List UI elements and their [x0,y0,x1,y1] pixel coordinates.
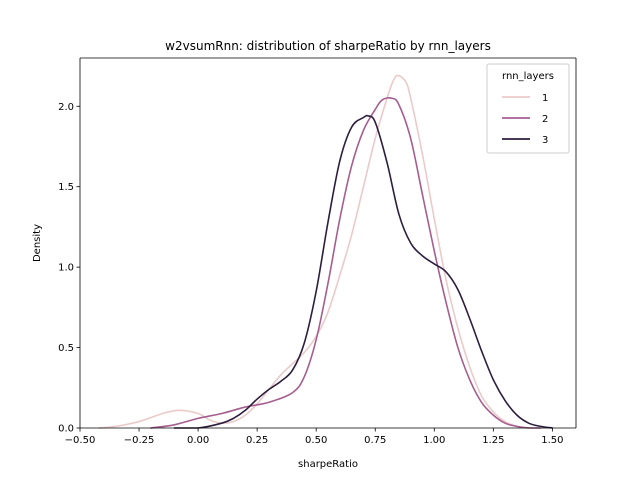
x-tick-label: 1.25 [482,435,504,446]
legend-entries: 1 2 3 [502,93,548,146]
y-tick-label: 1.5 [58,182,74,193]
y-tick-label: 0.5 [58,343,74,354]
series-line-2 [150,97,542,429]
y-axis-label: Density [32,224,43,262]
y-tick-label: 0.0 [58,424,74,435]
x-tick-label: 0.25 [246,435,268,446]
legend-label-1: 1 [542,93,548,104]
x-tick-label: 1.00 [423,435,445,446]
x-tick-label: 0.00 [187,435,209,446]
x-tick-label: −0.50 [65,435,96,446]
x-tick-label: 0.50 [305,435,327,446]
x-tick-label: 1.50 [541,435,563,446]
x-tick-label: −0.25 [124,435,155,446]
axes-layer: −0.50 −0.25 0.00 0.25 0.50 0.75 1.00 1.25 1.50 0.… [58,102,563,446]
legend-label-2: 2 [542,114,548,125]
legend-label-3: 3 [542,135,548,146]
legend-title: rnn_layers [502,71,554,82]
chart-title: w2vsumRnn: distribution of sharpeRatio b… [165,39,491,53]
series-line-1 [98,74,530,429]
series-line-3 [173,114,554,429]
y-tick-label: 1.0 [58,263,74,274]
legend: rnn_layers 1 2 3 [486,63,570,154]
x-axis-label: sharpeRatio [298,459,358,470]
legend-frame [486,63,570,154]
y-tick-label: 2.0 [58,102,74,113]
series-layer [98,74,554,429]
x-tick-label: 0.75 [364,435,386,446]
